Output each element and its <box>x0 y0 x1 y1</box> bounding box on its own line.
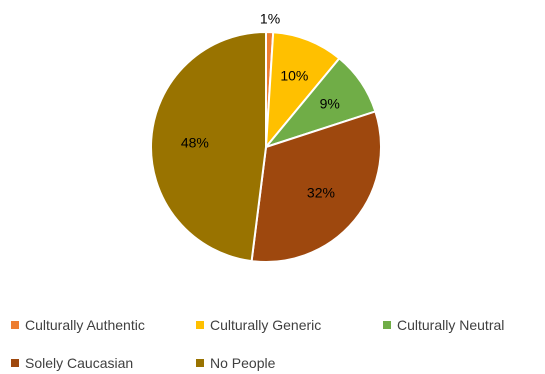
pie-slice-culturally-generic <box>264 31 341 151</box>
pie-slice-solely-caucasian <box>250 110 382 263</box>
data-label-culturally-neutral: 9% <box>320 96 340 112</box>
data-label-solely-caucasian: 32% <box>307 184 335 200</box>
legend-label-culturally-generic: Culturally Generic <box>210 317 321 333</box>
pie-slices <box>150 30 382 263</box>
legend-swatch-solely-caucasian <box>11 359 19 367</box>
legend-swatch-culturally-neutral <box>383 321 391 329</box>
legend-label-solely-caucasian: Solely Caucasian <box>25 355 133 371</box>
data-label-no-people: 48% <box>181 135 209 151</box>
legend-swatch-no-people <box>196 359 204 367</box>
legend-label-no-people: No People <box>210 355 276 371</box>
legend: Culturally Authentic Culturally Generic … <box>11 317 504 371</box>
legend-swatch-culturally-generic <box>196 321 204 329</box>
pie-data-labels: 1% 10% 9% 32% 48% <box>181 10 340 200</box>
legend-swatch-culturally-authentic <box>11 321 19 329</box>
data-label-culturally-authentic: 1% <box>260 10 280 26</box>
data-label-culturally-generic: 10% <box>280 67 308 83</box>
legend-label-culturally-authentic: Culturally Authentic <box>25 317 145 333</box>
pie-slice-no-people <box>150 30 267 263</box>
legend-label-culturally-neutral: Culturally Neutral <box>397 317 504 333</box>
